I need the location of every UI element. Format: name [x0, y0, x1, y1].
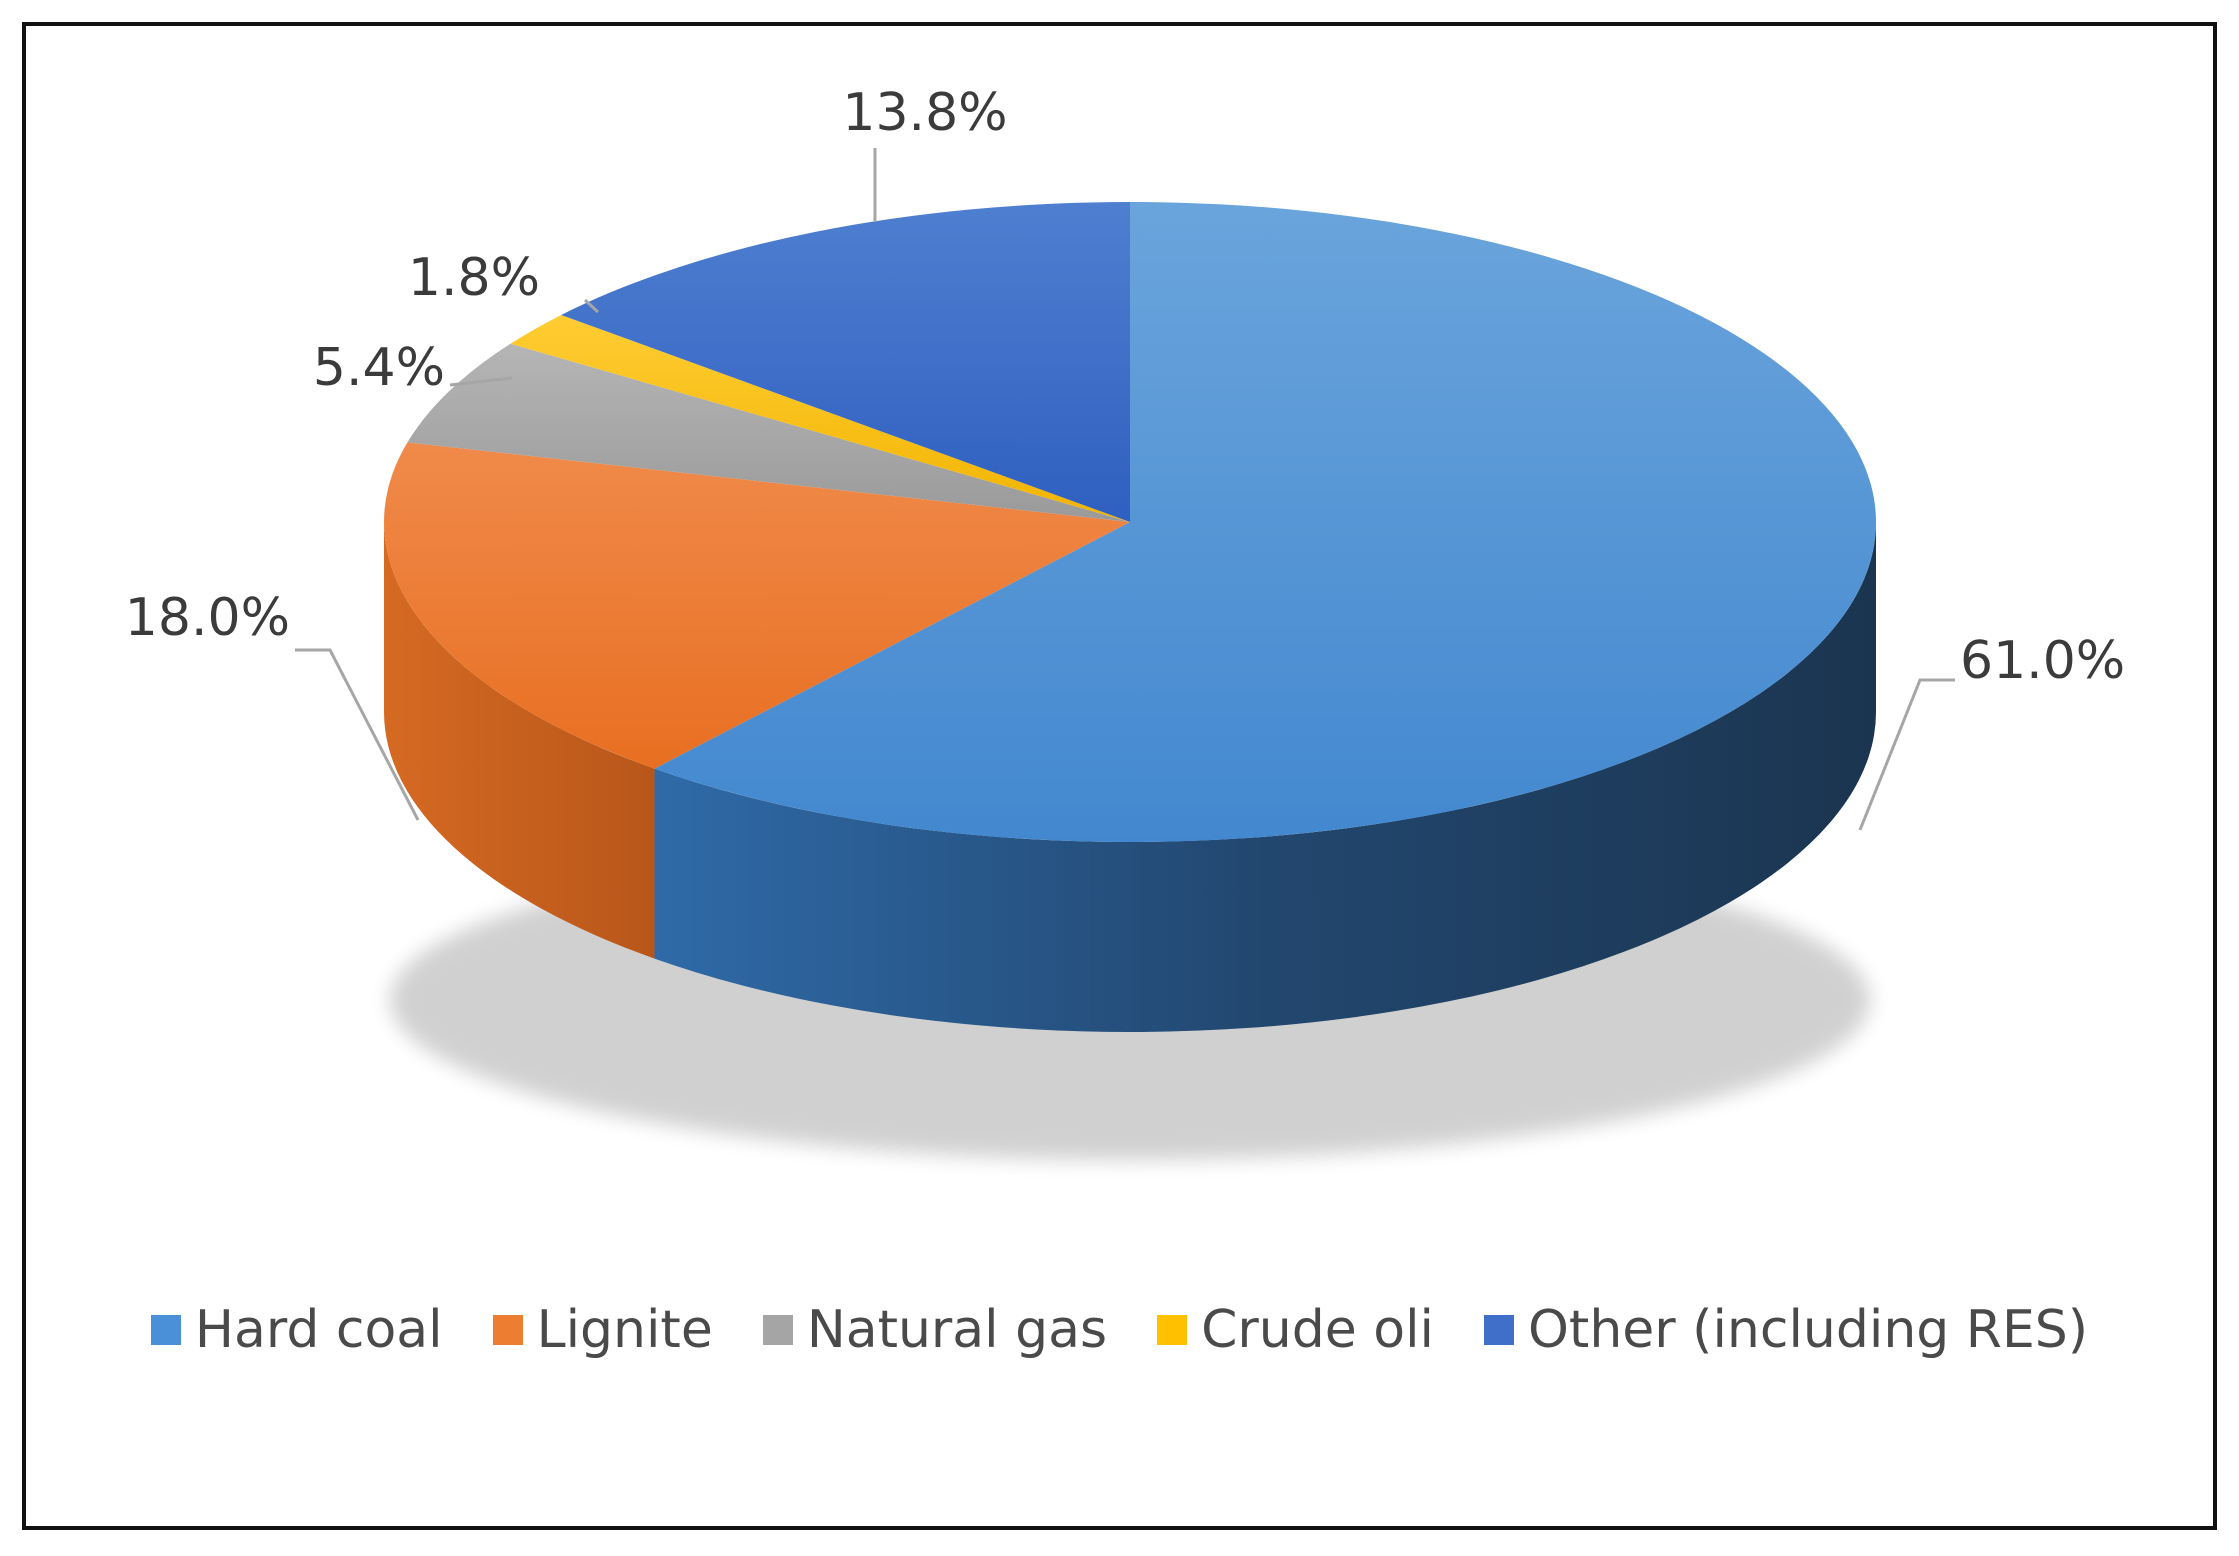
pie-leader-lines: [295, 148, 1955, 831]
leader-line-crude-oil: [583, 298, 600, 314]
pie-tops: [383, 202, 1877, 843]
legend-swatch-other: [1484, 1315, 1514, 1345]
data-label-other: 13.8%: [842, 83, 1007, 143]
legend-swatch-natural-gas: [762, 1315, 793, 1345]
data-label-lignite: 18.0%: [125, 588, 290, 648]
legend-item-crude-oil: Crude oli: [1157, 1300, 1434, 1360]
leader-line-lignite: [295, 648, 420, 821]
pie-slice-lignite: [383, 442, 1130, 769]
legend-item-natural-gas: Natural gas: [762, 1300, 1108, 1360]
legend-label-lignite: Lignite: [536, 1300, 713, 1360]
legend-swatch-hard-coal: [150, 1315, 181, 1345]
legend-item-hard-coal: Hard coal: [150, 1300, 443, 1360]
data-label-natural-gas: 5.4%: [313, 338, 445, 398]
leader-line-hard-coal: [1858, 678, 1955, 831]
pie-slice-other: [561, 202, 1130, 522]
data-label-crude-oil: 1.8%: [408, 248, 540, 308]
pie-side-hard-coal: [654, 522, 1877, 1032]
pie-sides: [384, 522, 1877, 1032]
pie-slice-hard-coal: [654, 202, 1877, 843]
legend-label-hard-coal: Hard coal: [194, 1300, 443, 1360]
legend-swatch-lignite: [492, 1315, 523, 1345]
legend: Hard coal Lignite Natural gas Crude oli Othe…: [0, 1300, 2239, 1360]
pie-data-labels: 61.0% 18.0% 5.4% 1.8% 13.8%: [125, 83, 2125, 691]
pie-slice-natural-gas: [407, 343, 1130, 522]
legend-label-natural-gas: Natural gas: [806, 1300, 1108, 1360]
leader-line-natural-gas: [449, 376, 513, 387]
legend-swatch-crude-oil: [1157, 1315, 1188, 1345]
legend-item-lignite: Lignite: [492, 1300, 713, 1360]
legend-item-other: Other (including RES): [1484, 1300, 2088, 1360]
legend-label-other: Other (including RES): [1528, 1300, 2089, 1360]
legend-label-crude-oil: Crude oli: [1201, 1300, 1434, 1360]
pie-slice-crude-oil: [510, 314, 1130, 522]
data-label-hard-coal: 61.0%: [1960, 631, 2125, 691]
pie-side-lignite: [384, 522, 655, 959]
